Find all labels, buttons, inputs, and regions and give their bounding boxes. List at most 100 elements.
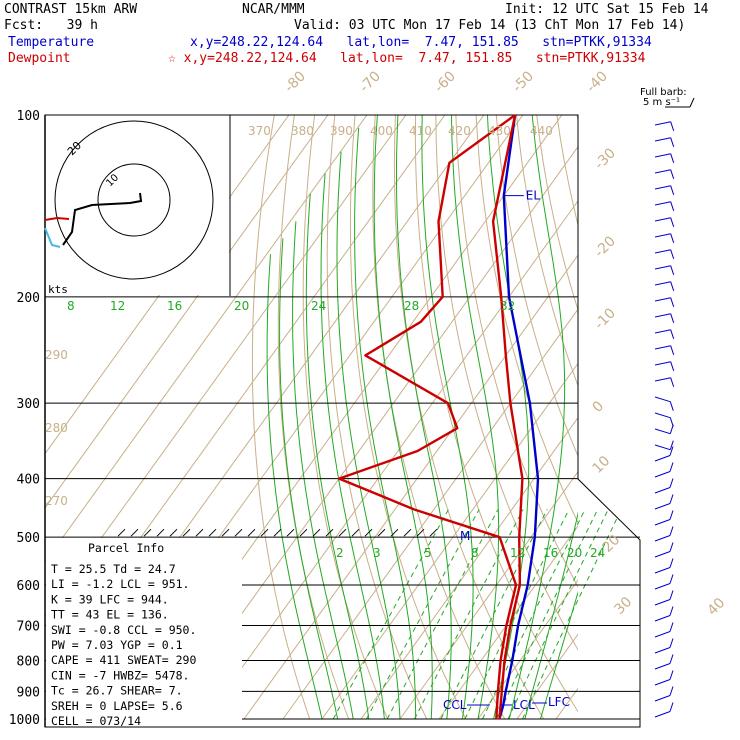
freezing-hatch [247,528,256,537]
wind-barb-staff [654,444,671,451]
moist-adiabat-line [508,115,566,720]
freezing-hatch [403,528,412,537]
parcel-info-row: Tc = 26.7 SHEAR= 7. [51,684,183,698]
wind-barb-flag [669,424,674,434]
wind-barb-flag [670,153,675,163]
wind-barb-flag [670,137,675,147]
freezing-hatch [195,528,204,537]
wind-barb-staff [654,647,671,654]
moist-adiabat-label: 8 [67,299,75,313]
wind-barb-legend-flag [689,97,695,108]
wind-barb-staff [654,249,671,254]
wind-barb-flag [669,510,674,520]
dewpoint-station-info: ☆ x,y=248.22,124.64 lat,lon= 7.47, 151.8… [168,51,646,66]
hodograph-trace [62,192,143,246]
moist-adiabat-label: 32 [500,299,515,313]
dry-adiabat-line [455,115,578,588]
freezing-hatch [221,528,230,537]
mixing-ratio-line [522,509,622,720]
freezing-hatch [338,528,347,537]
wind-barb-flag [669,558,674,568]
freezing-hatch [117,528,126,537]
freezing-hatch [169,528,178,537]
pressure-tick-label: 200 [17,291,40,306]
dewpoint-trace [337,115,518,720]
freezing-hatch [364,528,373,537]
mixing-ratio-line [440,509,548,720]
parcel-info-box: Parcel Info T = 25.5 Td = 24.7LI = -1.2 L… [46,538,242,728]
wind-barb-legend-unit: 5 m s⁻¹ [643,97,680,108]
wind-barb-flag [669,686,674,696]
freezing-hatch [299,528,308,537]
mixing-ratio-line [495,509,599,720]
freezing-hatch [156,528,165,537]
wind-barb-staff [654,583,671,590]
wind-barb-flag [669,542,674,552]
wind-barb-staff [654,663,671,670]
mixing-ratio-line [414,509,524,720]
hodograph-outer-ring [54,120,214,280]
lower-lines [332,509,622,720]
parcel-info-row: TT = 43 EL = 136. [51,608,169,622]
init-time: Init: 12 UTC Sat 15 Feb 14 [505,2,709,17]
parcel-info-row: SWI = -0.8 CCL = 950. [51,623,196,637]
dry-adiabat-line [617,115,740,719]
header: CONTRAST 15km ARW Fcst: 39 h NCAR/MMM In… [0,0,740,70]
wind-barb-staff [654,217,671,222]
wind-barb-legend-label: Full barb: [640,87,687,98]
freezing-hatch [351,528,360,537]
wind-barb-flag [670,169,675,179]
wind-barb-staff [654,428,671,435]
wind-barb-staff [654,503,671,510]
profiles [337,115,540,720]
isotherm-line [45,115,368,563]
isotherm-line [45,115,329,509]
theta-label: 420 [448,124,471,138]
dry-adiabat-line [516,115,578,388]
parcel-info-title: Parcel Info [88,541,164,555]
wind-barb-staff [654,265,671,270]
moist-adiabat-line [305,193,370,720]
moist-adiabat-line [320,173,385,720]
wind-barb-staff [654,471,671,478]
wind-barb-flag [669,478,674,488]
temperature-trace [491,115,524,720]
wind-barb-flag [670,217,675,227]
wind-barb-staff [654,535,671,542]
parcel-info-row: LI = -1.2 LCL = 951. [51,577,189,591]
freezing-hatch [130,528,139,537]
moist-adiabat-line [539,590,578,720]
isotherm-line [555,687,578,720]
dry-adiabat-line [678,115,740,719]
freezing-hatch [390,528,399,537]
wind-barb-flag [670,377,675,387]
wind-barb-staff [654,313,671,318]
wind-barb-staff [654,615,671,622]
isotherm-line [360,416,578,720]
wind-barb-staff [654,185,671,190]
dry-adiabat-line [393,115,545,720]
wind-barb-staff [654,599,671,606]
lfc-marker-label: LFC [548,695,570,709]
temperature-label: Temperature [8,35,95,50]
wind-barb-staff [654,711,671,718]
mixing-ratio-line [386,509,499,720]
dry-adiabat-line [658,115,740,719]
mixing-ratio-line [464,509,570,720]
model-title: CONTRAST 15km ARW [4,2,138,17]
dry-adiabat-line [302,115,389,720]
wind-barb-flag [669,526,674,536]
dry-adiabat-line [372,115,506,720]
moist-adiabat-label: 20 [234,299,249,313]
theta-label: 390 [330,124,353,138]
hodograph-trace-upper [44,216,70,221]
wind-barb-staff [654,631,671,638]
freezing-hatch [325,528,334,537]
wind-barb-flag [670,249,675,259]
pressure-tick-label: 1000 [9,713,40,728]
moist-adiabat-line [451,115,500,720]
organization: NCAR/MMM [242,2,305,17]
moist-adiabat-line [336,151,401,720]
wind-barb-staff [654,345,671,350]
